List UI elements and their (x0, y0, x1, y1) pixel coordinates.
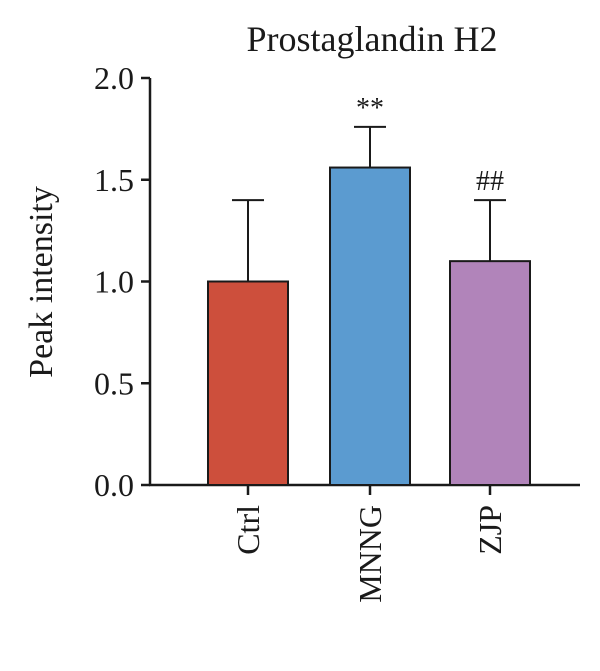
bar-mnng (329, 166, 411, 486)
chart-title: Prostaglandin H2 (247, 19, 498, 59)
significance-annotations: ** ## (356, 93, 504, 197)
x-tick-label-zjp: ZJP (472, 505, 508, 555)
bar-zjp (449, 260, 531, 486)
x-axis-ticks: Ctrl MNNG ZJP (230, 485, 508, 603)
bars-group (207, 166, 531, 486)
y-tick-label: 1.5 (94, 162, 134, 198)
y-tick-label: 0.0 (94, 467, 134, 503)
y-tick-label: 2.0 (94, 60, 134, 96)
bar-ctrl (207, 280, 289, 486)
significance-label-mnng: ** (356, 93, 384, 124)
y-axis-ticks: 0.0 0.5 1.0 1.5 2.0 (94, 60, 150, 503)
x-tick-label-mnng: MNNG (352, 505, 388, 603)
y-axis-label: Peak intensity (23, 186, 60, 378)
y-tick-label: 0.5 (94, 365, 134, 401)
x-tick-label-ctrl: Ctrl (230, 505, 266, 555)
y-tick-label: 1.0 (94, 264, 134, 300)
significance-label-zjp: ## (476, 166, 504, 197)
error-bars-group (232, 125, 506, 282)
